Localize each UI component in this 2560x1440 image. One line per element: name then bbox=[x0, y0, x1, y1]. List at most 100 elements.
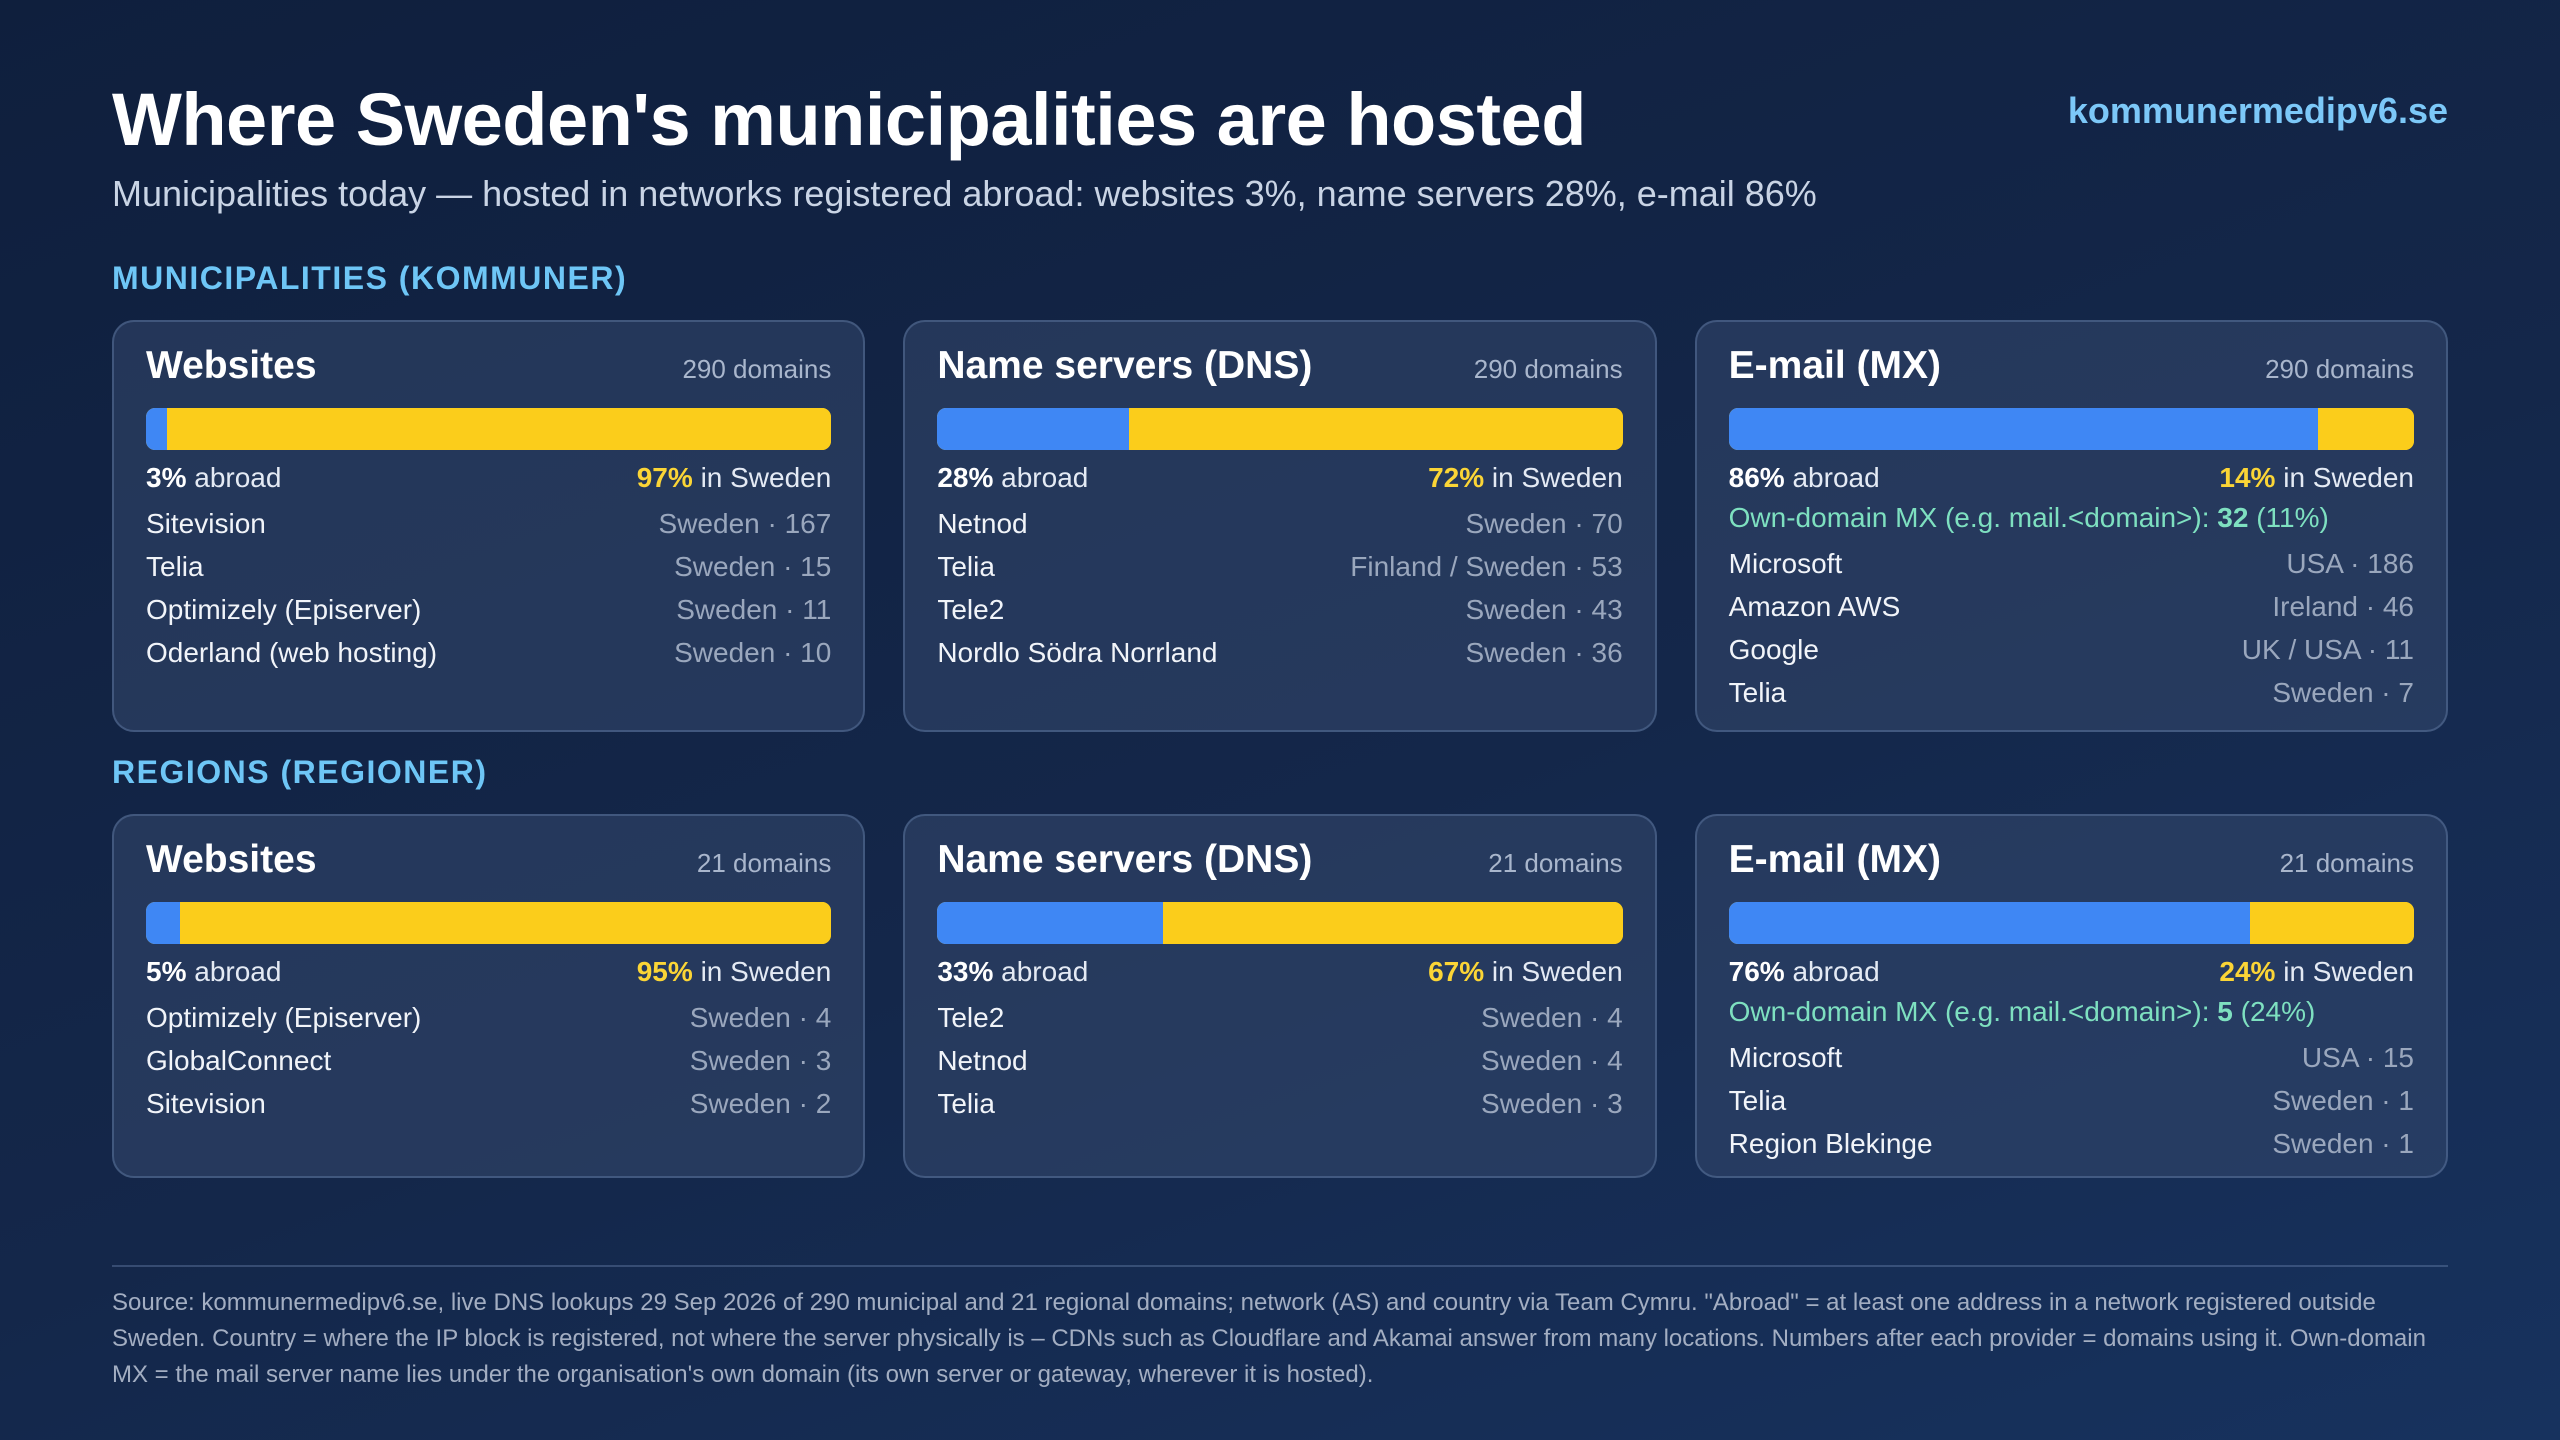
abroad-share: 3% abroad bbox=[146, 458, 281, 498]
card-header: E-mail (MX) 21 domains bbox=[1729, 838, 2414, 890]
provider-name: Microsoft bbox=[1728, 1042, 1843, 1073]
card-header: Websites 290 domains bbox=[146, 344, 831, 396]
abroad-pct: 3% bbox=[146, 462, 187, 493]
provider-row: Google UK / USA · 11 bbox=[1729, 628, 2414, 671]
own-domain-pct: (11%) bbox=[2256, 502, 2329, 533]
sweden-pct: 72% bbox=[1428, 462, 1485, 493]
domain-count: 290 domains bbox=[682, 354, 832, 384]
share-split: 3% abroad 97% in Sweden bbox=[146, 458, 831, 498]
provider-meta: USA · 15 bbox=[2301, 1042, 2414, 1073]
domain-count: 290 domains bbox=[2265, 354, 2414, 384]
sweden-share: 72% in Sweden bbox=[1428, 458, 1623, 498]
share-bar bbox=[1728, 408, 2414, 450]
provider-row: Oderland (web hosting) Sweden · 10 bbox=[146, 631, 831, 674]
card-title: Websites bbox=[146, 344, 317, 387]
sweden-word: in Sweden bbox=[1491, 462, 1623, 493]
page-subtitle: Municipalities today — hosted in network… bbox=[112, 173, 1817, 214]
provider-name: Tele2 bbox=[937, 594, 1005, 625]
stat-card: Websites 290 domains 3% abroad 97% in Sw… bbox=[112, 320, 866, 732]
provider-name: Microsoft bbox=[1728, 548, 1843, 579]
provider-meta: Sweden · 3 bbox=[689, 1045, 832, 1076]
page: Where Sweden's municipalities are hosted… bbox=[112, 76, 2448, 1178]
provider-name: Telia bbox=[1728, 677, 1787, 708]
domain-count: 21 domains bbox=[2279, 848, 2414, 878]
provider-meta: Sweden · 1 bbox=[2272, 1128, 2414, 1159]
abroad-word: abroad bbox=[1001, 462, 1089, 493]
provider-meta: Sweden · 15 bbox=[674, 551, 832, 582]
stat-card: Name servers (DNS) 21 domains 33% abroad… bbox=[903, 814, 1657, 1178]
provider-row: Microsoft USA · 186 bbox=[1729, 542, 2414, 585]
provider-meta: Sweden · 2 bbox=[689, 1088, 832, 1119]
section-label: REGIONS (REGIONER) bbox=[112, 754, 488, 790]
provider-meta: Sweden · 7 bbox=[2272, 677, 2414, 708]
provider-name: Optimizely (Episerver) bbox=[146, 1002, 422, 1033]
card-title: Name servers (DNS) bbox=[937, 344, 1313, 387]
provider-list: Optimizely (Episerver) Sweden · 4 Global… bbox=[146, 996, 831, 1125]
share-split: 86% abroad 14% in Sweden bbox=[1729, 458, 2414, 498]
provider-name: Netnod bbox=[937, 1045, 1028, 1076]
provider-row: Telia Sweden · 1 bbox=[1729, 1079, 2414, 1122]
provider-name: Tele2 bbox=[937, 1002, 1005, 1033]
sweden-pct: 24% bbox=[2219, 956, 2276, 987]
provider-list: Microsoft USA · 15 Telia Sweden · 1 Regi… bbox=[1729, 1036, 2414, 1165]
card-header: Name servers (DNS) 290 domains bbox=[937, 344, 1622, 396]
provider-name: Nordlo Södra Norrland bbox=[937, 637, 1218, 668]
own-domain-label: Own-domain MX (e.g. mail.<domain>): bbox=[1728, 502, 2210, 533]
sweden-share: 24% in Sweden bbox=[2219, 952, 2414, 992]
provider-row: Optimizely (Episerver) Sweden · 4 bbox=[146, 996, 831, 1039]
domain-count: 290 domains bbox=[1473, 354, 1623, 384]
provider-name: Telia bbox=[937, 551, 995, 582]
abroad-pct: 76% bbox=[1728, 956, 1785, 987]
provider-name: Telia bbox=[937, 1088, 995, 1119]
stat-card: E-mail (MX) 290 domains 86% abroad 14% i… bbox=[1694, 320, 2448, 732]
provider-list: Netnod Sweden · 70 Telia Finland / Swede… bbox=[937, 502, 1622, 674]
provider-list: Sitevision Sweden · 167 Telia Sweden · 1… bbox=[146, 502, 831, 674]
source-footer: Source: kommunermedipv6.se, live DNS loo… bbox=[112, 1265, 2448, 1393]
provider-meta: Sweden · 4 bbox=[1481, 1045, 1623, 1076]
sweden-word: in Sweden bbox=[700, 462, 832, 493]
own-domain-pct: (24%) bbox=[2240, 996, 2316, 1027]
provider-row: GlobalConnect Sweden · 3 bbox=[146, 1039, 831, 1082]
sweden-pct: 67% bbox=[1428, 956, 1485, 987]
own-domain-value: 5 bbox=[2217, 996, 2233, 1027]
provider-row: Netnod Sweden · 4 bbox=[937, 1039, 1622, 1082]
bar-segment-sweden bbox=[1129, 408, 1623, 450]
provider-list: Tele2 Sweden · 4 Netnod Sweden · 4 Telia… bbox=[937, 996, 1622, 1125]
provider-name: GlobalConnect bbox=[146, 1045, 332, 1076]
provider-meta: Ireland · 46 bbox=[2272, 591, 2414, 622]
provider-name: Sitevision bbox=[146, 1088, 266, 1119]
share-split: 33% abroad 67% in Sweden bbox=[937, 952, 1622, 992]
sweden-share: 14% in Sweden bbox=[2219, 458, 2414, 498]
abroad-word: abroad bbox=[194, 956, 282, 987]
bar-segment-abroad bbox=[1728, 408, 2319, 450]
bar-segment-sweden bbox=[166, 408, 832, 450]
provider-meta: Sweden · 70 bbox=[1465, 508, 1623, 539]
sweden-word: in Sweden bbox=[2283, 462, 2414, 493]
card-title: Websites bbox=[146, 838, 317, 881]
provider-meta: Sweden · 167 bbox=[658, 508, 832, 539]
bar-segment-abroad bbox=[1728, 902, 2250, 944]
provider-row: Tele2 Sweden · 4 bbox=[937, 996, 1622, 1039]
card-title: E-mail (MX) bbox=[1728, 838, 1942, 881]
abroad-pct: 33% bbox=[937, 956, 994, 987]
abroad-share: 33% abroad bbox=[937, 952, 1088, 992]
share-bar bbox=[937, 408, 1623, 450]
site-link[interactable]: kommunermedipv6.se bbox=[2067, 90, 2448, 131]
provider-meta: Sweden · 11 bbox=[676, 594, 832, 625]
page-title: Where Sweden's municipalities are hosted bbox=[112, 78, 1586, 161]
sweden-pct: 95% bbox=[636, 956, 693, 987]
abroad-word: abroad bbox=[1792, 956, 1880, 987]
share-split: 76% abroad 24% in Sweden bbox=[1729, 952, 2414, 992]
bar-segment-sweden bbox=[2249, 902, 2414, 944]
bar-segment-abroad bbox=[146, 408, 167, 450]
provider-row: Telia Sweden · 7 bbox=[1729, 671, 2414, 714]
own-domain-value: 32 bbox=[2217, 502, 2249, 533]
provider-meta: USA · 186 bbox=[2286, 548, 2414, 579]
provider-list: Microsoft USA · 186 Amazon AWS Ireland ·… bbox=[1729, 542, 2414, 714]
section-label: MUNICIPALITIES (KOMMUNER) bbox=[112, 260, 628, 296]
provider-row: Optimizely (Episerver) Sweden · 11 bbox=[146, 588, 831, 631]
provider-row: Tele2 Sweden · 43 bbox=[937, 588, 1622, 631]
provider-name: Optimizely (Episerver) bbox=[146, 594, 422, 625]
sweden-share: 67% in Sweden bbox=[1428, 952, 1623, 992]
bar-segment-sweden bbox=[180, 902, 832, 944]
